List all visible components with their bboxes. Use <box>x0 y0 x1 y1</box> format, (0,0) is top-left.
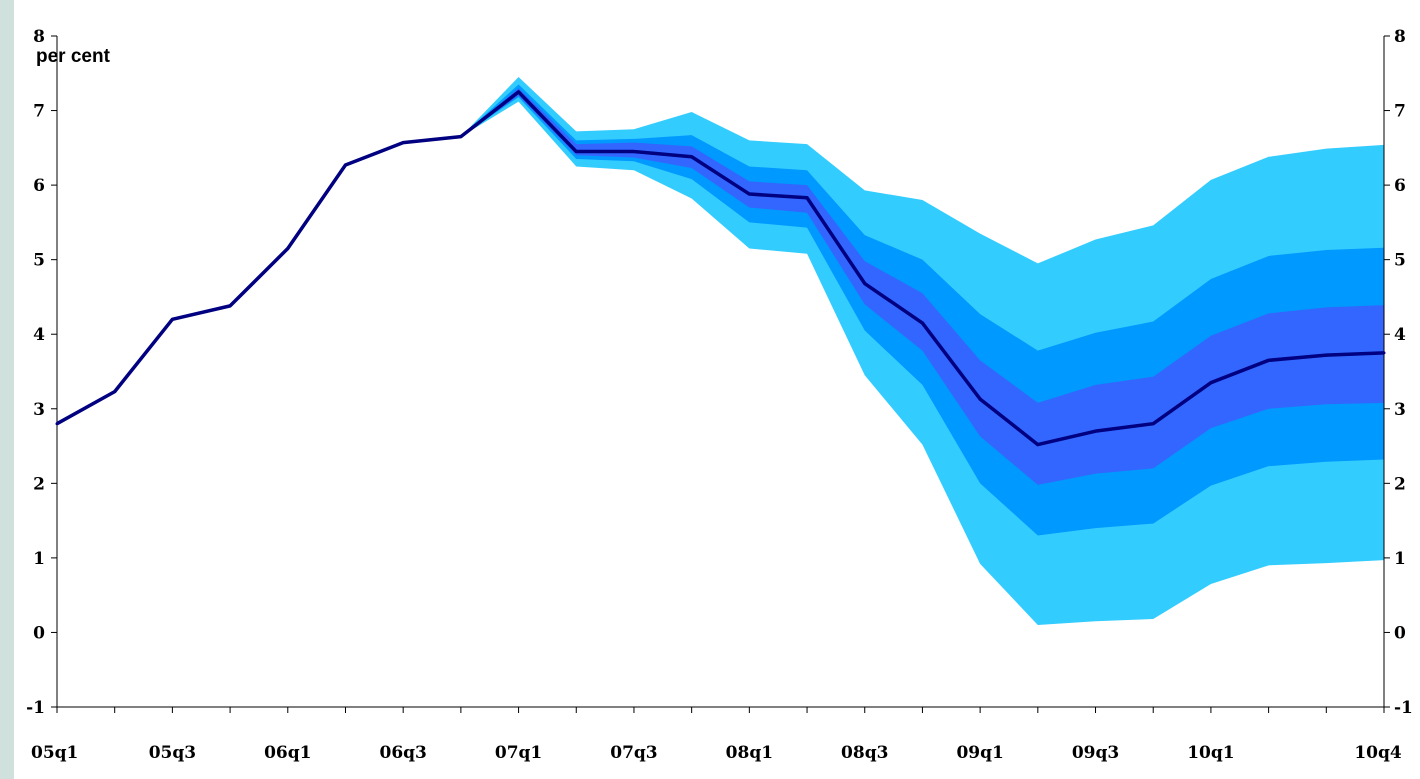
x-tick-label: 05q3 <box>149 743 196 763</box>
central-projection-point <box>113 390 117 394</box>
central-projection-point <box>805 196 809 200</box>
y-tick-label-left: 7 <box>33 102 45 122</box>
y-tick-label-right: -1 <box>1394 698 1413 718</box>
y-tick-label-left: 3 <box>33 400 45 420</box>
x-tick-label: 07q3 <box>610 743 657 763</box>
central-projection-point <box>228 304 232 308</box>
fan-chart: -1 -1 0 0 1 1 2 2 3 3 4 4 5 5 6 6 7 7 8 8 05q1 05q3 06q1 06q3 07… <box>26 27 1413 763</box>
y-tick-label-left: 2 <box>33 474 45 494</box>
central-projection-point <box>459 135 463 139</box>
central-projection-point <box>1382 351 1386 355</box>
inner-band-area <box>460 88 1384 485</box>
x-tick-label: 08q1 <box>726 743 773 763</box>
central-projection-point <box>1267 358 1271 362</box>
y-tick-label-right: 5 <box>1394 251 1406 271</box>
central-projection-point <box>747 192 751 196</box>
central-projection-point <box>343 163 347 167</box>
central-projection-point <box>55 422 59 426</box>
y-tick-label-left: 0 <box>33 623 45 643</box>
central-projection-point <box>517 90 521 94</box>
x-tick-label: 06q1 <box>264 743 311 763</box>
x-tick-label: 07q1 <box>495 743 542 763</box>
central-projection-line <box>56 90 1385 447</box>
y-tick-label-right: 3 <box>1394 400 1406 420</box>
y-tick-label-left: 1 <box>33 549 45 569</box>
y-tick-label-left: 8 <box>33 27 45 47</box>
y-tick-label-right: 6 <box>1394 176 1406 196</box>
y-tick-label-left: 6 <box>33 176 45 196</box>
x-tick-label: 05q1 <box>31 743 78 763</box>
central-projection-point <box>286 246 290 250</box>
central-projection-point <box>863 282 867 286</box>
central-projection-point <box>632 150 636 154</box>
central-projection-point <box>1209 381 1213 385</box>
axes: -1 -1 0 0 1 1 2 2 3 3 4 4 5 5 6 6 7 7 8 8 05q1 05q3 06q1 06q3 07… <box>26 27 1413 763</box>
y-tick-label-right: 0 <box>1394 623 1406 643</box>
central-projection-point <box>1324 353 1328 357</box>
central-projection-point <box>574 150 578 154</box>
y-tick-label-right: 7 <box>1394 102 1406 122</box>
x-tick-label: 10q1 <box>1187 743 1234 763</box>
central-projection-point <box>1036 443 1040 447</box>
x-tick-label: 08q3 <box>841 743 888 763</box>
central-projection-point <box>920 321 924 325</box>
central-projection-point <box>1094 429 1098 433</box>
y-tick-label-left: -1 <box>26 698 45 718</box>
y-axis-unit-label: per cent <box>36 46 111 67</box>
x-tick-label: 09q3 <box>1072 743 1119 763</box>
x-tick-label: 10q4 <box>1354 743 1402 763</box>
y-tick-label-left: 4 <box>33 325 45 345</box>
x-tick-label: 09q1 <box>956 743 1003 763</box>
y-tick-label-right: 1 <box>1394 549 1406 569</box>
central-projection-point <box>690 155 694 159</box>
y-tick-label-right: 4 <box>1394 325 1406 345</box>
central-projection-point <box>1151 422 1155 426</box>
y-tick-label-right: 8 <box>1394 27 1406 47</box>
chart-frame: -1 -1 0 0 1 1 2 2 3 3 4 4 5 5 6 6 7 7 8 8 05q1 05q3 06q1 06q3 07… <box>14 0 1420 779</box>
central-projection-point <box>170 317 174 321</box>
x-tick-label: 06q3 <box>379 743 426 763</box>
central-projection <box>55 90 1386 447</box>
central-projection-point <box>401 141 405 145</box>
central-projection-point <box>978 397 982 401</box>
y-tick-label-right: 2 <box>1394 474 1406 494</box>
y-tick-label-left: 5 <box>33 251 45 271</box>
uncertainty-bands <box>460 77 1384 625</box>
